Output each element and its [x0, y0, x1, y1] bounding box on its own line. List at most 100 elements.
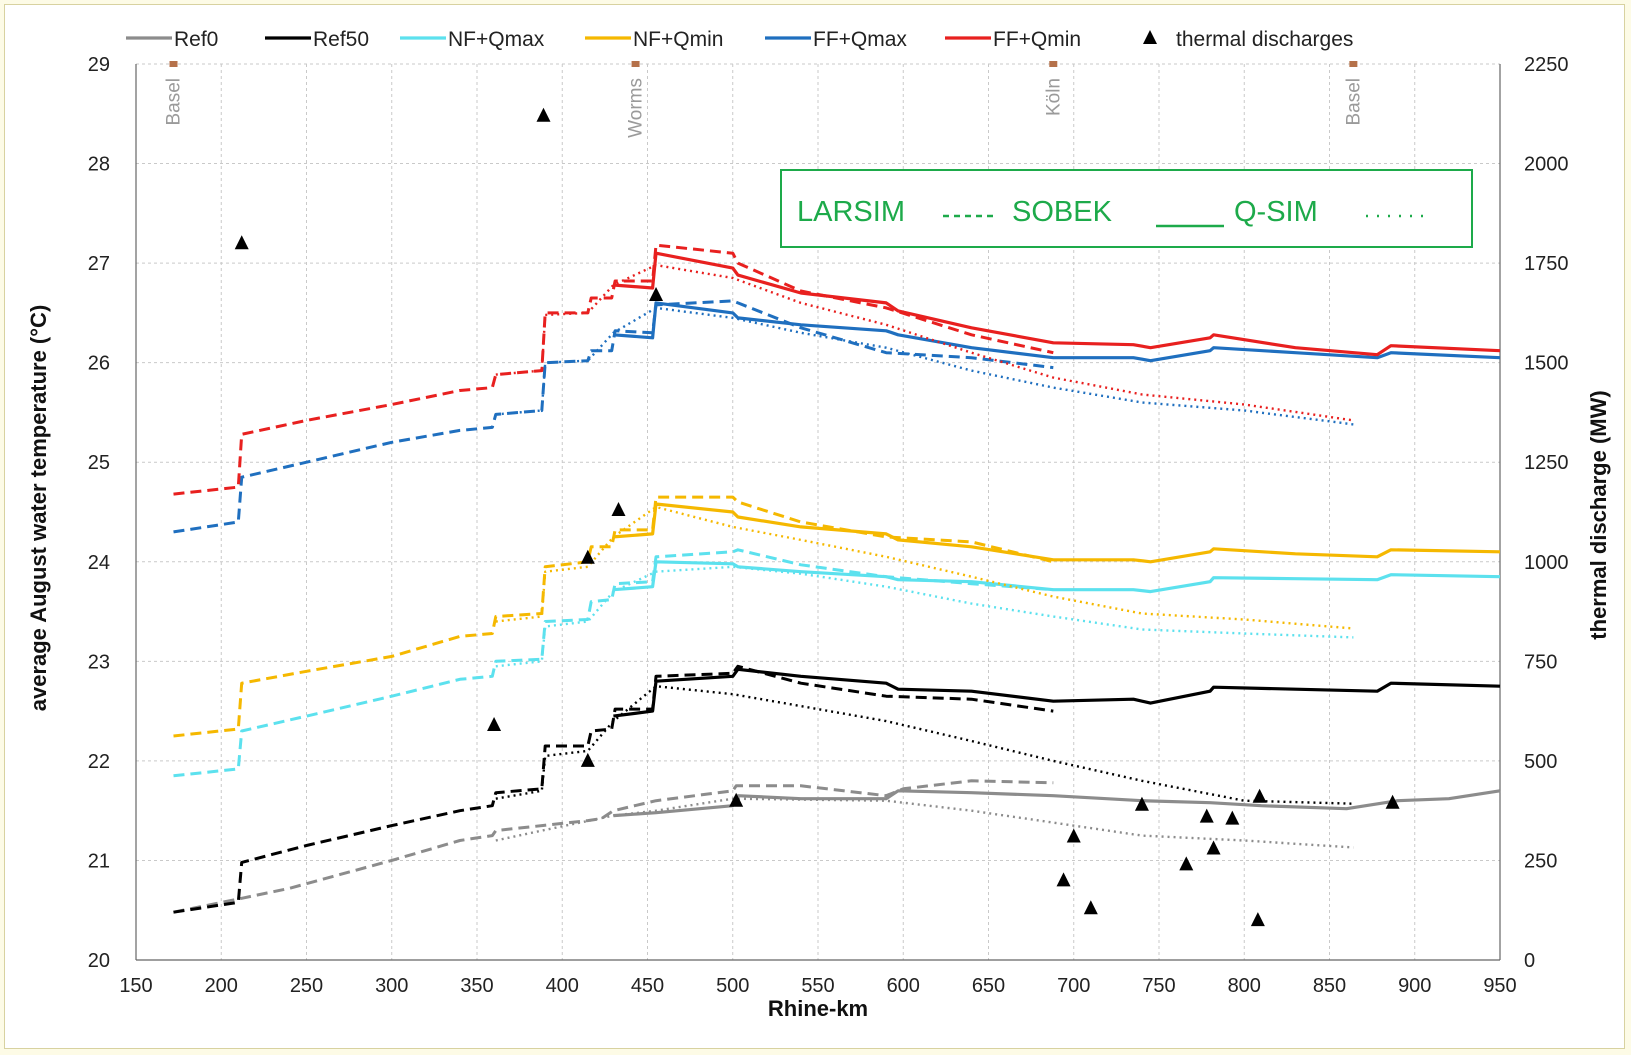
y-tick-label: 20 [88, 950, 110, 972]
city-marker [169, 61, 178, 67]
city-label: Köln [1043, 78, 1064, 116]
legend: Ref0 Ref50 NF+Qmax NF+Qmin FF+Qmax FF+Qmin the… [126, 28, 1353, 51]
y2-tick-label: 1000 [1524, 552, 1569, 574]
city-marker [1049, 61, 1058, 67]
x-tick-label: 150 [119, 975, 152, 997]
y2-tick-label: 750 [1524, 651, 1557, 673]
series-line-ff-qmin-larsim [173, 243, 1054, 496]
series-line-ff-qmax-sobek [613, 301, 1501, 363]
legend-label: FF+Qmin [993, 28, 1081, 51]
series-line-ff-qmax-qsim [495, 306, 1354, 426]
plot-area [135, 64, 1501, 961]
y2-tick-label: 0 [1524, 950, 1535, 972]
model-legend-box [780, 169, 1473, 248]
series-line-nf-qmin-qsim [495, 505, 1354, 630]
y2-tick-label: 250 [1524, 850, 1557, 872]
city-markers: Basel Worms Köln Basel [164, 61, 1364, 138]
legend-label: Ref0 [174, 28, 218, 51]
model-legend-label: LARSIM [797, 196, 905, 228]
thermal-discharge-point [1179, 856, 1194, 871]
x-tick-label: 450 [631, 975, 664, 997]
thermal-discharge-point [1225, 810, 1240, 825]
thermal-discharge-point [1199, 808, 1214, 823]
legend-label: thermal discharges [1176, 28, 1353, 51]
y-axis-title: average August water temperature (°C) [26, 305, 51, 712]
series-line-ref50-sobek [613, 667, 1501, 718]
model-legend-label: SOBEK [1012, 196, 1113, 228]
legend-label: NF+Qmax [448, 28, 545, 51]
thermal-discharge-point [1134, 796, 1149, 811]
series-line-ff-qmin-sobek [613, 251, 1501, 357]
legend-triangle-icon [1143, 30, 1157, 44]
x-tick-label: 750 [1142, 975, 1175, 997]
city-marker [1349, 61, 1358, 67]
x-tick-label: 950 [1483, 975, 1516, 997]
model-legend: LARSIM SOBEK Q-SIM [780, 169, 1473, 248]
thermal-discharge-point [1066, 828, 1081, 843]
y-tick-label: 22 [88, 751, 110, 773]
thermal-discharge-point [487, 717, 502, 732]
series-line-ref0-qsim [495, 797, 1354, 849]
x-tick-label: 600 [887, 975, 920, 997]
thermal-discharge-point [1083, 900, 1098, 915]
thermal-discharge-point [536, 107, 551, 122]
x-tick-label: 500 [716, 975, 749, 997]
series-line-ff-qmax-larsim [173, 299, 1054, 534]
x-tick-label: 900 [1398, 975, 1431, 997]
y2-tick-label: 500 [1524, 751, 1557, 773]
legend-label: Ref50 [313, 28, 369, 51]
model-legend-label: Q-SIM [1234, 196, 1318, 228]
city-label: Basel [164, 78, 185, 126]
thermal-discharge-point [1206, 840, 1221, 855]
thermal-discharge-point [1385, 794, 1400, 809]
y-tick-label: 21 [88, 850, 110, 872]
series-line-nf-qmin-sobek [613, 502, 1501, 564]
city-label: Basel [1343, 78, 1364, 126]
series-layer [173, 243, 1501, 914]
x-tick-label: 350 [460, 975, 493, 997]
x-tick-label: 700 [1057, 975, 1090, 997]
x-axis-ticks: 150 200 250 300 350 400 450 500 550 600 650 700 750 8… [119, 975, 1516, 997]
y2-tick-label: 1250 [1524, 452, 1569, 474]
x-tick-label: 200 [205, 975, 238, 997]
series-line-ref0-larsim [173, 779, 1054, 914]
series-line-ref0-sobek [613, 789, 1501, 818]
y2-axis-ticks: 0 250 500 750 1000 1250 1500 1750 2000 2250 [1524, 54, 1569, 972]
x-tick-label: 850 [1313, 975, 1346, 997]
y-axis-ticks: 20 21 22 23 24 25 26 27 28 29 [88, 54, 110, 972]
series-line-nf-qmax-larsim [173, 548, 1054, 778]
thermal-discharge-point [234, 235, 249, 250]
city-marker [631, 61, 640, 67]
series-line-nf-qmax-sobek [613, 560, 1501, 594]
y2-tick-label: 2250 [1524, 54, 1569, 76]
y-tick-label: 26 [88, 353, 110, 375]
legend-label: FF+Qmax [813, 28, 907, 51]
y2-tick-label: 1750 [1524, 253, 1569, 275]
y-tick-label: 28 [88, 154, 110, 176]
thermal-discharge-point [729, 792, 744, 807]
thermal-discharge-markers [234, 107, 1400, 927]
thermal-discharge-point [1250, 912, 1265, 927]
y-tick-label: 23 [88, 651, 110, 673]
thermal-discharge-point [580, 752, 595, 767]
y-tick-label: 24 [88, 552, 110, 574]
y2-tick-label: 1500 [1524, 353, 1569, 375]
y-tick-label: 29 [88, 54, 110, 76]
thermal-discharge-point [611, 502, 626, 517]
series-line-ref50-qsim [495, 685, 1354, 805]
thermal-discharge-point [580, 549, 595, 564]
y2-tick-label: 2000 [1524, 154, 1569, 176]
x-tick-label: 650 [972, 975, 1005, 997]
x-tick-label: 250 [290, 975, 323, 997]
x-tick-label: 300 [375, 975, 408, 997]
thermal-discharge-point [1056, 872, 1071, 887]
y2-axis-title: thermal discharge (MW) [1586, 390, 1611, 639]
series-line-ff-qmin-qsim [495, 263, 1354, 422]
x-axis-title: Rhine-km [768, 996, 868, 1021]
y-tick-label: 25 [88, 452, 110, 474]
y-tick-label: 27 [88, 253, 110, 275]
series-line-nf-qmin-larsim [173, 495, 1054, 738]
thermal-discharge-point [649, 286, 664, 301]
series-line-ref50-larsim [173, 664, 1054, 914]
